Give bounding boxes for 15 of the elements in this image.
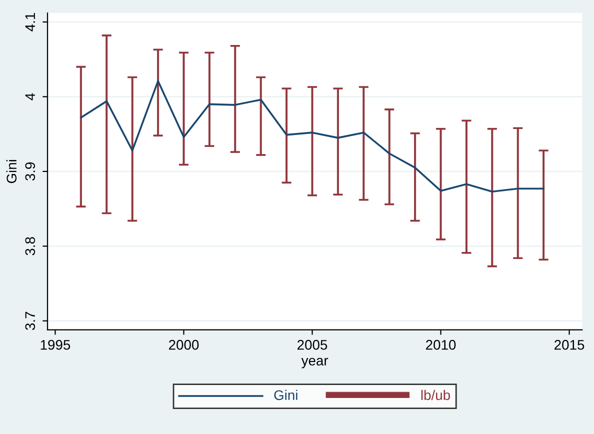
y-tick-label: 4 xyxy=(25,93,35,100)
y-tick-label: 3.9 xyxy=(25,162,36,181)
x-tick-label: 2005 xyxy=(298,340,328,350)
x-axis-title: year xyxy=(301,358,328,368)
x-tick-label: 2010 xyxy=(426,340,456,350)
line-series xyxy=(80,80,544,193)
y-tick-label: 3.8 xyxy=(25,237,36,256)
x-tick-label: 2000 xyxy=(168,340,199,350)
text: Gini xyxy=(274,390,298,400)
y-tick-label: 4.1 xyxy=(25,13,35,32)
x-tick-label: 1995 xyxy=(40,340,70,350)
text: lb/ub xyxy=(421,390,450,400)
x-tick-label: 2015 xyxy=(554,340,584,350)
y-tick-label: 3.7 xyxy=(25,312,36,330)
y-axis-title: Gini xyxy=(6,160,17,184)
